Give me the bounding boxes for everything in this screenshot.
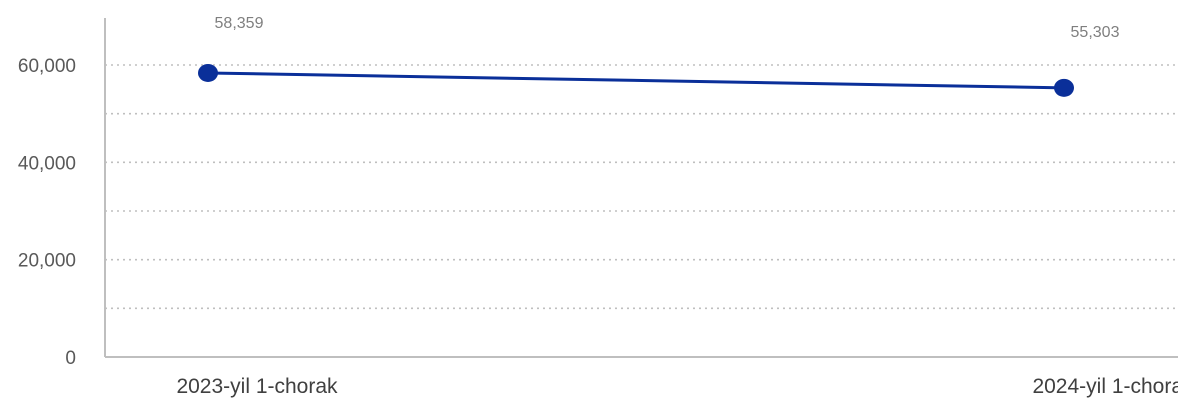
axes: [104, 18, 1178, 358]
y-tick-label: 0: [65, 348, 76, 369]
x-category-labels: 2023-yil 1-chorak 2024-yil 1-chorak: [176, 375, 1178, 398]
y-tick-label: 60,000: [18, 56, 76, 77]
data-label: 55,303: [1071, 24, 1120, 41]
data-label: 58,359: [215, 15, 264, 32]
data-labels: 58,359 55,303: [215, 15, 1120, 41]
gridlines: [105, 64, 1178, 310]
data-point: [198, 63, 218, 82]
x-category-label: 2024-yil 1-chorak: [1032, 375, 1178, 398]
series-line-0: [207, 71, 1065, 90]
y-tick-label: 20,000: [18, 251, 76, 272]
y-tick-label: 40,000: [18, 153, 76, 174]
data-points: [198, 63, 1074, 97]
series-lines: [207, 71, 1065, 90]
data-point: [1054, 78, 1074, 97]
y-tick-labels: 0 20,000 40,000 60,000: [18, 56, 76, 369]
x-category-label: 2023-yil 1-chorak: [176, 375, 338, 398]
